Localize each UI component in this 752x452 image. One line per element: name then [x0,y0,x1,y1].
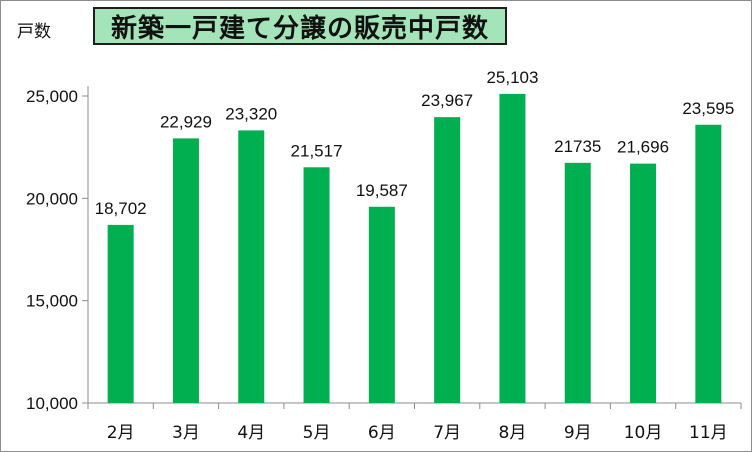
bar [499,93,526,403]
chart-title: 新築一戸建て分譲の販売中戸数 [93,7,507,45]
x-tick-label: 9月 [564,423,592,443]
y-tick-label: 20,000 [26,189,78,208]
bar [107,224,134,403]
data-label: 18,702 [95,199,147,218]
x-tick-label: 3月 [172,423,200,443]
x-tick-label: 4月 [237,423,265,443]
bar [303,167,330,403]
bar [434,117,461,404]
data-label: 25,103 [486,68,538,87]
bar [172,138,199,403]
bar [630,163,657,403]
y-tick-label: 25,000 [26,87,78,106]
x-tick-label: 11月 [689,423,728,443]
bar [368,206,395,403]
x-tick-label: 8月 [499,423,527,443]
data-label: 19,587 [356,181,408,200]
data-label: 22,929 [160,112,212,131]
bar [238,130,265,403]
bar [695,124,722,403]
y-tick-label: 15,000 [26,292,78,311]
data-label: 23,320 [225,104,277,123]
x-tick-label: 5月 [303,423,331,443]
x-tick-label: 2月 [107,423,135,443]
y-tick-label: 10,000 [26,394,78,413]
data-label: 21,517 [291,141,343,160]
data-label: 21,696 [617,138,669,157]
data-label: 23,595 [682,99,734,118]
x-tick-label: 7月 [433,423,461,443]
x-tick-label: 10月 [624,423,663,443]
data-label: 21735 [554,137,601,156]
data-label: 23,967 [421,91,473,110]
bar [564,162,591,403]
x-tick-label: 6月 [368,423,396,443]
y-axis-unit-label: 戸数 [17,22,51,42]
